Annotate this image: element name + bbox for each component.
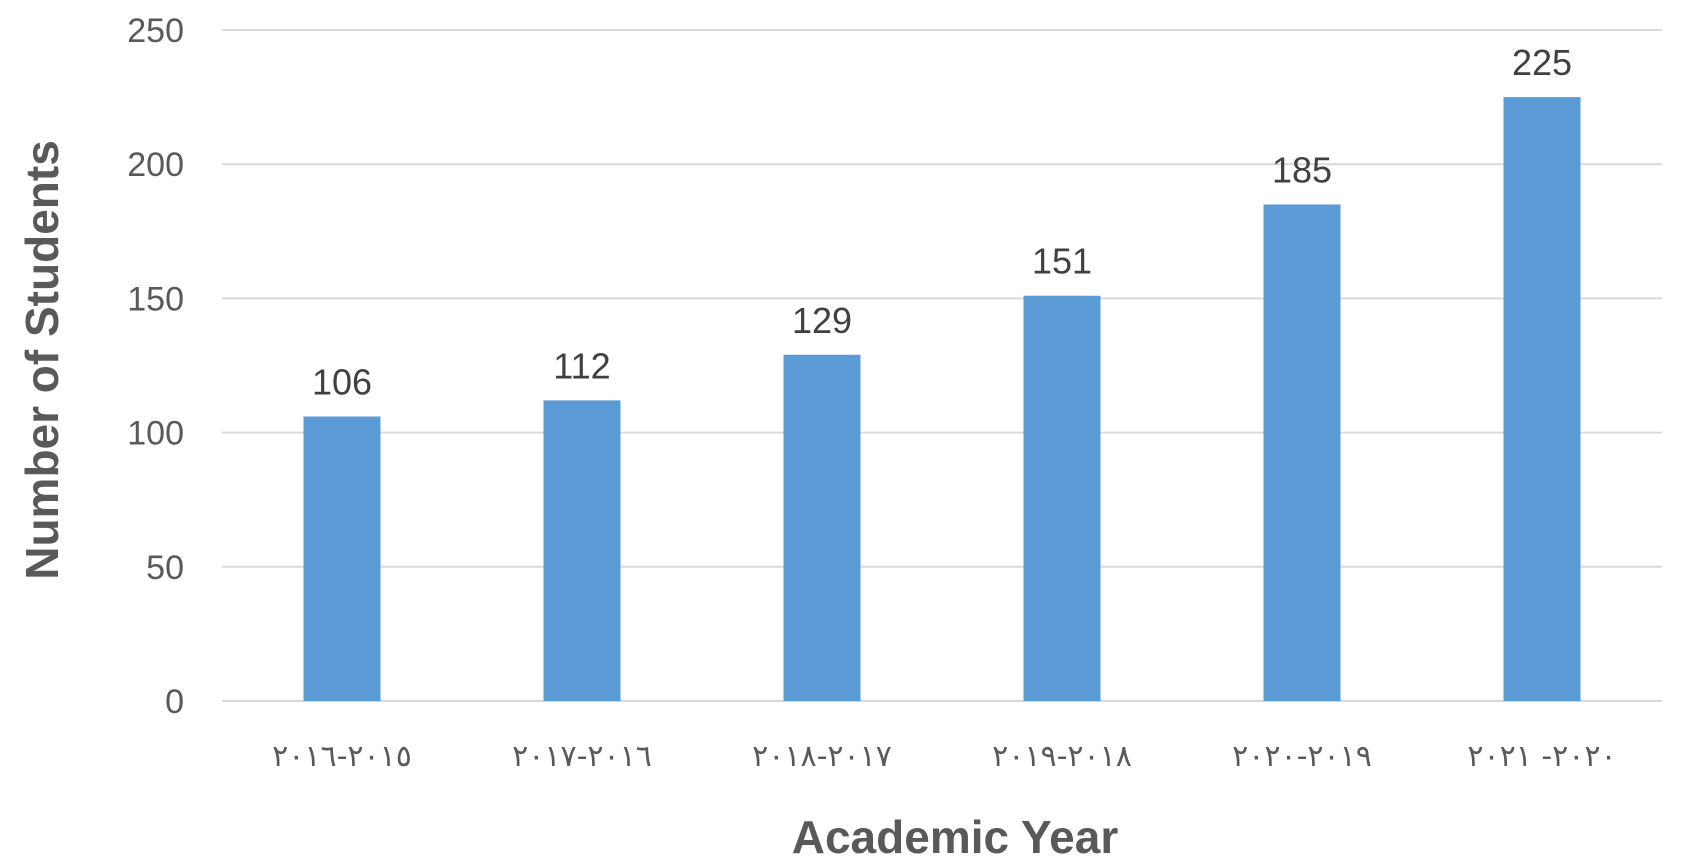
y-tick-label: 0: [165, 683, 184, 721]
data-label: 106: [312, 361, 372, 402]
x-tick-label: ٢٠١٦-٢٠١٥: [272, 739, 412, 774]
x-axis-title: Academic Year: [792, 811, 1119, 862]
y-axis-ticks: 0 50 100 150 200 250: [127, 12, 184, 721]
data-label: 225: [1512, 42, 1572, 83]
x-tick-label: ٢٠٢١ -٢٠٢٠: [1467, 739, 1616, 774]
bar: [303, 416, 381, 701]
data-label: 151: [1032, 241, 1092, 282]
x-tick-label: ٢٠٢٠-٢٠١٩: [1232, 739, 1372, 774]
y-tick-label: 100: [127, 415, 184, 453]
data-label: 185: [1272, 149, 1332, 190]
x-tick-label: ٢٠١٩-٢٠١٨: [992, 739, 1132, 774]
data-labels: 106 112 129 151 185 225: [312, 42, 1572, 402]
bar: [1263, 204, 1341, 701]
bar: [1503, 97, 1581, 702]
data-label: 129: [792, 300, 852, 341]
bar: [783, 354, 861, 701]
x-tick-label: ٢٠١٨-٢٠١٧: [752, 739, 892, 774]
y-tick-label: 200: [127, 146, 184, 184]
bar: [543, 400, 621, 701]
data-label: 112: [553, 345, 610, 386]
y-axis-title: Number of Students: [16, 140, 68, 580]
x-tick-label: ٢٠١٧-٢٠١٦: [512, 739, 652, 774]
bars: [303, 97, 1581, 702]
y-tick-label: 250: [127, 12, 184, 50]
y-tick-label: 50: [146, 549, 184, 587]
y-tick-label: 150: [127, 280, 184, 318]
gridlines: [222, 29, 1662, 702]
bar: [1023, 295, 1101, 701]
x-axis-ticks: ٢٠١٦-٢٠١٥ ٢٠١٧-٢٠١٦ ٢٠١٨-٢٠١٧ ٢٠١٩-٢٠١٨ ٢٠٢٠…: [272, 739, 1617, 774]
